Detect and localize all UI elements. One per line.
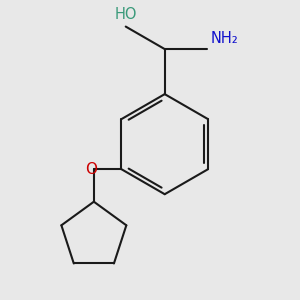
- Text: HO: HO: [115, 7, 137, 22]
- Text: NH₂: NH₂: [210, 31, 238, 46]
- Text: O: O: [85, 162, 98, 177]
